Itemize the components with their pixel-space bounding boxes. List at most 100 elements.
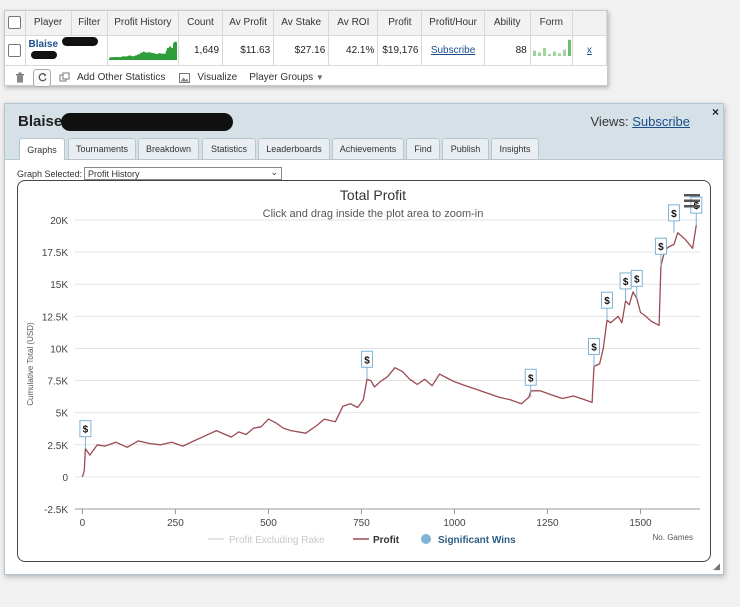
significant-win-flag[interactable]: $: [667, 204, 680, 233]
chart-container[interactable]: -2.5K 0 2.5K 5K 7.5K 10K 12.5K 15K 17.5K 20K 0 250 5…: [17, 180, 711, 562]
header-av-profit[interactable]: Av Profit: [222, 11, 275, 36]
caret-down-icon: ▼: [315, 73, 324, 82]
form-bar: [547, 53, 551, 56]
x-tick-label: 250: [167, 518, 184, 529]
y-tick-label: 2.5K: [47, 441, 68, 452]
header-profit-hour[interactable]: Profit/Hour: [421, 11, 485, 36]
tab-achievements[interactable]: Achievements: [332, 138, 404, 159]
header-ability[interactable]: Ability: [484, 11, 531, 36]
stats-toolbar: Add Other Statistics Visualize Player Gr…: [5, 66, 607, 90]
player-name-link[interactable]: Blaise: [28, 38, 59, 50]
header-profit-history[interactable]: Profit History: [107, 11, 179, 36]
header-filter[interactable]: Filter: [71, 11, 108, 36]
ability-value: 88: [484, 35, 531, 66]
grid: [75, 219, 700, 510]
chart-title: Total Profit: [340, 187, 406, 203]
tab-tournaments[interactable]: Tournaments: [68, 138, 136, 159]
views-label: Views: Subscribe: [591, 114, 691, 129]
tab-insights[interactable]: Insights: [491, 138, 539, 159]
y-tick-label: 20K: [50, 216, 68, 227]
significant-win-flag[interactable]: $: [587, 337, 600, 367]
header-form[interactable]: Form: [530, 11, 573, 36]
significant-win-flag[interactable]: $: [361, 350, 374, 380]
tab-graphs[interactable]: Graphs: [19, 138, 65, 160]
form-bar: [542, 47, 546, 56]
refresh-icon[interactable]: [33, 68, 51, 87]
svg-text:$: $: [528, 373, 534, 384]
add-other-statistics-button[interactable]: Add Other Statistics: [77, 72, 166, 83]
redaction-mark: [61, 36, 98, 46]
av-profit-value: $11.63: [222, 35, 275, 66]
views-subscribe-link[interactable]: Subscribe: [632, 114, 690, 129]
image-icon[interactable]: [177, 71, 191, 85]
y-tick-label: 17.5K: [42, 248, 68, 259]
copy-icon[interactable]: [57, 71, 71, 85]
legend-label: Profit: [373, 535, 400, 546]
form-bar: [567, 39, 571, 56]
significant-win-flag[interactable]: $: [524, 368, 537, 398]
sparkline-area: [108, 40, 177, 60]
graph-selected-value: Profit History: [88, 168, 140, 179]
legend-item-profit[interactable]: Profit: [353, 535, 400, 546]
y-tick-label: 5K: [56, 409, 69, 420]
hamburger-menu-icon[interactable]: [684, 194, 700, 208]
y-axis-label: Cumulative Total (USD): [26, 322, 35, 406]
legend-label: Significant Wins: [438, 535, 516, 546]
y-tick-label: 10K: [50, 344, 68, 355]
significant-win-flag[interactable]: $: [654, 237, 667, 267]
trash-icon[interactable]: [13, 71, 27, 85]
tab-find[interactable]: Find: [406, 138, 440, 159]
player-cell: Blaise: [25, 35, 108, 66]
header-av-stake[interactable]: Av Stake: [273, 11, 330, 36]
av-stake-value: $27.16: [273, 35, 330, 66]
header-player[interactable]: Player: [25, 11, 72, 36]
y-tick-label: 15K: [50, 280, 68, 291]
significant-win-flag[interactable]: $: [79, 420, 92, 449]
legend-item-significant-wins[interactable]: Significant Wins: [421, 534, 516, 546]
legend-item-profit-excluding-rake[interactable]: Profit Excluding Rake: [208, 535, 325, 546]
profit-chart[interactable]: -2.5K 0 2.5K 5K 7.5K 10K 12.5K 15K 17.5K 20K 0 250 5…: [18, 181, 711, 562]
row-checkbox[interactable]: [5, 35, 26, 66]
significant-win-flag[interactable]: $: [630, 269, 643, 299]
header-count[interactable]: Count: [178, 11, 224, 36]
svg-text:$: $: [671, 209, 677, 220]
profit-hour-subscribe-link[interactable]: Subscribe: [430, 44, 476, 56]
stats-table: Player Filter Profit History Count Av Pr…: [5, 11, 608, 66]
form-bar: [532, 50, 536, 56]
tab-publish[interactable]: Publish: [442, 138, 489, 159]
profit-value: $19,176: [377, 35, 423, 66]
header-blank: [572, 11, 608, 36]
close-button[interactable]: ×: [711, 105, 719, 119]
remove-row-link[interactable]: x: [586, 44, 592, 56]
legend: Profit Excluding Rake Profit Significant…: [208, 534, 516, 546]
x-tick-label: 1500: [629, 518, 652, 529]
tab-breakdown[interactable]: Breakdown: [138, 138, 199, 159]
series-line-profit[interactable]: [81, 224, 697, 478]
tab-statistics[interactable]: Statistics: [202, 138, 256, 159]
redaction-mark: [61, 113, 233, 131]
y-tick-label: 12.5K: [42, 312, 68, 323]
select-all-checkbox[interactable]: [5, 11, 26, 36]
tab-bar: Graphs Tournaments Breakdown Statistics …: [5, 138, 723, 160]
svg-text:$: $: [591, 342, 597, 353]
significant-wins: $$$$$$$$$$: [79, 196, 703, 449]
header-av-roi[interactable]: Av ROI: [328, 11, 379, 36]
views-text: Views:: [590, 114, 629, 129]
chart-subtitle: Click and drag inside the plot area to z…: [263, 208, 484, 220]
redaction-mark: [30, 50, 57, 59]
x-axis-label: No. Games: [653, 533, 693, 542]
x-tick-label: 750: [353, 518, 370, 529]
y-tick-label: 7.5K: [47, 377, 68, 388]
stats-panel: Player Filter Profit History Count Av Pr…: [4, 10, 608, 87]
player-groups-dropdown[interactable]: Player Groups ▼: [249, 72, 324, 83]
significant-win-flag[interactable]: $: [619, 272, 632, 301]
tab-leaderboards[interactable]: Leaderboards: [258, 138, 330, 159]
y-tick-label: 0: [62, 473, 68, 484]
profit-history-sparkline: [107, 35, 179, 66]
visualize-button[interactable]: Visualize: [197, 72, 238, 83]
significant-win-flag[interactable]: $: [600, 291, 613, 321]
resize-handle-icon[interactable]: ◢: [713, 561, 720, 571]
x-tick-label: 500: [260, 518, 277, 529]
header-profit[interactable]: Profit: [377, 11, 423, 36]
graph-select-dropdown[interactable]: Profit History ⌄: [84, 167, 283, 180]
